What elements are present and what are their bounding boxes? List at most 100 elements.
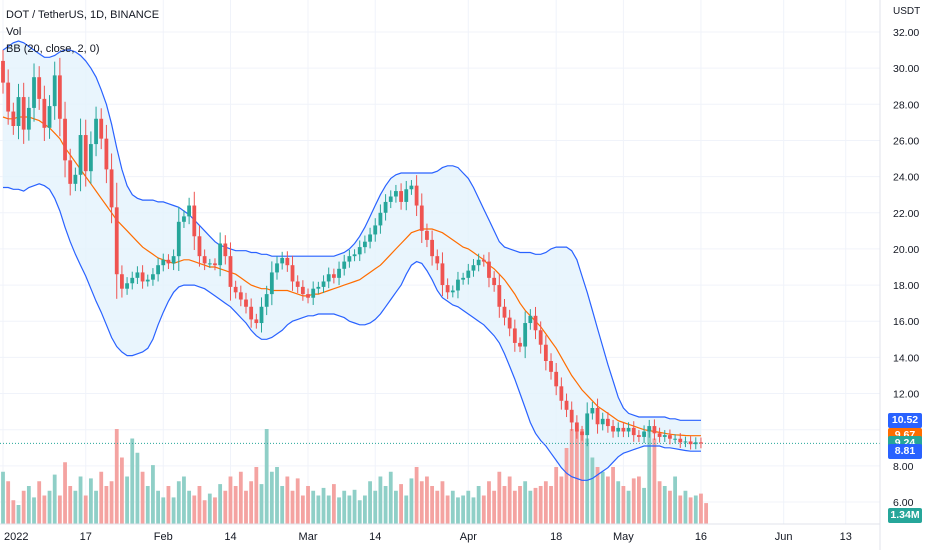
candle — [104, 124, 109, 184]
volume-bar — [693, 495, 698, 524]
price-tick-label: 6.00 — [893, 497, 914, 509]
candle — [652, 419, 657, 440]
time-axis[interactable]: 2022 17 Feb 14 Mar 14 Apr 18 May 16 Jun 13 — [4, 531, 852, 543]
time-tick-label: 14 — [369, 531, 381, 543]
candle-body — [399, 191, 403, 202]
candle — [306, 288, 310, 304]
time-tick-label: Apr — [460, 531, 477, 543]
volume-bar — [6, 481, 11, 524]
volume-bar — [543, 481, 548, 524]
volume-bar — [352, 489, 357, 524]
volume-bar — [114, 429, 119, 524]
candle — [42, 85, 47, 142]
candle-body — [543, 344, 548, 361]
candle-body — [151, 274, 155, 280]
candle-body — [461, 277, 466, 280]
candle — [114, 182, 119, 299]
volume-bars — [1, 429, 709, 524]
candle — [533, 306, 538, 340]
volume-bar — [626, 490, 631, 524]
candle — [363, 235, 367, 254]
volume-bar — [104, 486, 109, 524]
candle — [574, 415, 579, 439]
symbol-title[interactable]: DOT / TetherUS, 1D, BINANCE — [6, 9, 160, 21]
candle — [466, 263, 471, 285]
candle — [311, 281, 316, 305]
volume-bar — [21, 490, 26, 524]
candle — [662, 430, 667, 442]
volume-bar — [404, 495, 409, 524]
bollinger-legend[interactable]: BB (20, close, 2, 0) — [6, 43, 100, 55]
volume-bar — [461, 495, 466, 524]
price-tick-label: 22.00 — [893, 208, 919, 220]
volume-bar — [492, 490, 497, 524]
candle-body — [476, 259, 481, 266]
volume-bar — [445, 495, 450, 524]
volume-bar — [549, 486, 553, 524]
candle-body — [373, 225, 378, 235]
candle-body — [306, 294, 310, 298]
volume-legend[interactable]: Vol — [6, 26, 22, 38]
volume-bar — [637, 476, 641, 524]
candle — [166, 254, 171, 269]
price-axis[interactable]: 6.008.0010.0012.0014.0016.0018.0020.0022… — [893, 27, 919, 509]
candle-body — [192, 205, 197, 237]
candle-body — [176, 221, 181, 257]
candle — [342, 254, 347, 276]
candle-body — [688, 441, 693, 445]
candle-body — [16, 97, 21, 126]
candle-body — [699, 442, 703, 444]
volume-bar — [631, 478, 636, 524]
candle — [233, 280, 238, 299]
volume-bar — [254, 467, 259, 524]
candle — [228, 242, 233, 301]
bollinger-basis-line — [2, 116, 701, 437]
candle-body — [218, 243, 223, 266]
candle — [151, 268, 155, 286]
volume-bar — [357, 500, 362, 524]
candle-body — [197, 236, 202, 257]
volume-bar — [616, 481, 621, 524]
candle-body — [388, 196, 393, 202]
volume-bar — [11, 500, 16, 524]
candle-body — [300, 286, 305, 295]
candle-body — [269, 272, 274, 295]
volume-bar — [481, 495, 486, 524]
volume-bar — [202, 500, 207, 524]
volume-bar — [233, 486, 238, 524]
candle-body — [569, 409, 574, 423]
candle — [590, 401, 595, 420]
volume-bar — [311, 490, 316, 524]
candle — [445, 278, 450, 299]
volume-bar — [668, 490, 672, 524]
volume-bar — [259, 484, 264, 524]
candle-body — [145, 279, 150, 282]
candle-body — [26, 107, 31, 130]
candle-body — [538, 330, 543, 345]
candle-body — [585, 413, 590, 436]
volume-bar — [57, 495, 62, 524]
volume-bar — [264, 429, 269, 524]
candle — [512, 319, 517, 352]
candle — [347, 250, 352, 268]
volume-bar — [269, 471, 274, 524]
volume-bar — [337, 497, 341, 524]
candle — [569, 401, 574, 431]
candle-body — [621, 427, 626, 432]
volume-bar — [285, 476, 290, 524]
volume-bar — [600, 471, 605, 524]
candle — [285, 251, 290, 272]
candle — [631, 421, 636, 442]
candle — [300, 280, 305, 301]
volume-bar — [99, 471, 104, 524]
candle — [440, 252, 445, 297]
candle-body — [104, 138, 109, 170]
candle-body — [114, 207, 119, 275]
candle — [326, 267, 331, 289]
volume-bar — [595, 467, 600, 524]
time-tick-label: 18 — [550, 531, 562, 543]
volume-bar — [275, 467, 279, 524]
volume-bar — [73, 490, 78, 524]
